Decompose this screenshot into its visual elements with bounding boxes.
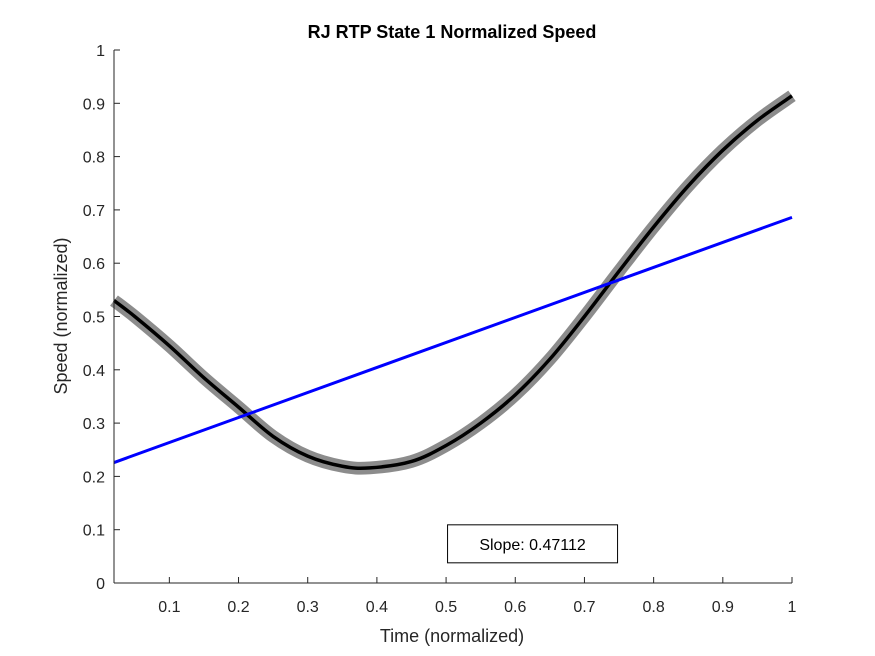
x-tick-label: 0.5 [435, 599, 457, 616]
x-tick-label: 0.3 [297, 599, 319, 616]
x-axis-label: Time (normalized) [380, 626, 524, 646]
x-tick-label: 0.4 [366, 599, 388, 616]
y-tick-label: 0.9 [83, 96, 105, 113]
y-tick-label: 0.3 [83, 416, 105, 433]
y-tick-label: 0.4 [83, 363, 105, 380]
x-tick-label: 0.2 [227, 599, 249, 616]
y-tick-label: 0.5 [83, 310, 105, 327]
x-tick-label: 0.7 [573, 599, 595, 616]
slope-annotation-box [447, 524, 619, 564]
y-tick-label: 0.6 [83, 256, 105, 273]
axes-layer: 0.1 0.2 0.3 0.4 0.5 0.6 0.7 0.8 0.9 1 0 0.1 0.2 0.3 0.… [83, 43, 797, 616]
y-axis-label: Speed (normalized) [51, 237, 71, 394]
y-tick-label: 0.2 [83, 469, 105, 486]
y-tick-label: 0.8 [83, 150, 105, 167]
speed-curve-line [112, 94, 794, 470]
y-tick-label: 0 [96, 576, 105, 593]
x-tick-label: 1 [788, 599, 797, 616]
x-tick-label: 0.1 [158, 599, 180, 616]
linear-fit-line [113, 215, 793, 464]
x-tick-label: 0.6 [504, 599, 526, 616]
x-tick-label: 0.9 [712, 599, 734, 616]
y-tick-label: 0.7 [83, 203, 105, 220]
annotation-layer: Slope: 0.47112 [447, 524, 619, 564]
y-tick-label: 1 [96, 43, 105, 60]
x-tick-label: 0.8 [643, 599, 665, 616]
slope-annotation: Slope: 0.47112 [479, 537, 586, 554]
chart-title: RJ RTP State 1 Normalized Speed [308, 22, 597, 42]
series-layer [110, 90, 796, 475]
y-tick-label: 0.1 [83, 523, 105, 540]
